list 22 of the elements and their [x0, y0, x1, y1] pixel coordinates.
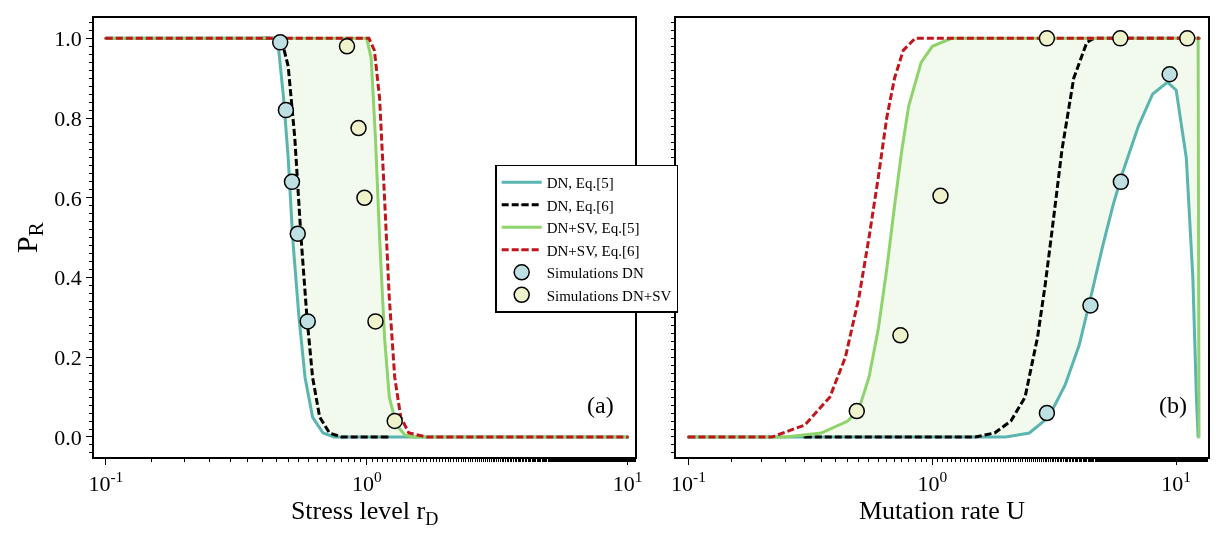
x-tick-label: 10$^{1}$ — [612, 467, 643, 497]
x-tick-label: 10$^{1}$ — [1161, 467, 1192, 497]
legend-label: Simulations DN — [546, 265, 644, 282]
legend-label: DN+SV, Eq.[6] — [546, 242, 640, 259]
x-axis-title: Mutation rate U — [859, 496, 1026, 526]
y-tick-label: 0.8 — [54, 105, 82, 131]
y-tick-label: 1.0 — [54, 26, 82, 52]
x-axis-title: Stress level r$_{D}$ — [290, 496, 439, 529]
x-tick-label: 10$^{-1}$ — [88, 467, 124, 497]
annotation: (b) — [1159, 392, 1187, 418]
y-tick-label: 0.4 — [54, 265, 82, 291]
legend-label: Simulations DN+SV — [546, 287, 672, 304]
y-tick-label: 0.0 — [54, 424, 82, 450]
legend-label: DN+SV, Eq.[5] — [546, 220, 640, 237]
legend-label: DN, Eq.[5] — [546, 175, 614, 192]
x-tick-label: 10$^{-1}$ — [671, 467, 706, 497]
annotation: (a) — [587, 392, 614, 418]
y-tick-label: 0.6 — [54, 185, 82, 211]
y-tick-label: 0.2 — [54, 344, 82, 370]
x-tick-label: 10$^{0}$ — [351, 467, 382, 497]
legend-label: DN, Eq.[6] — [546, 197, 614, 214]
x-tick-label: 10$^{0}$ — [917, 467, 948, 497]
